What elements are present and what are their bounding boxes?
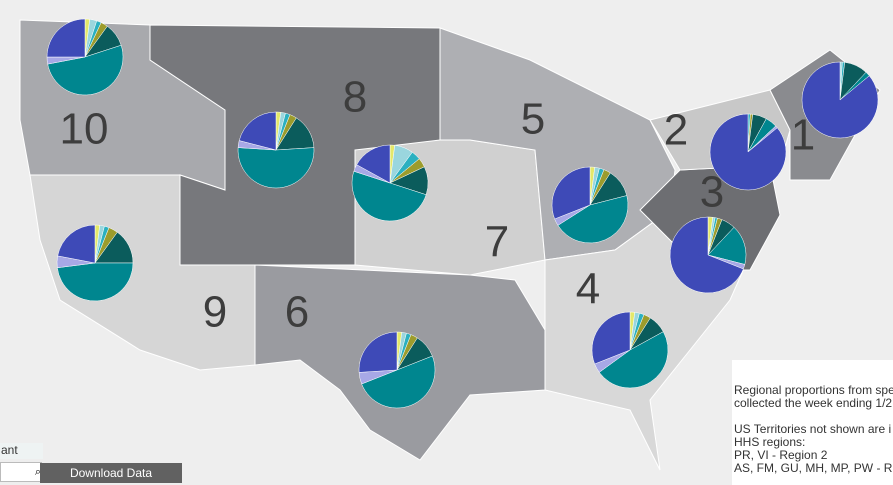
region-label: 7 bbox=[485, 218, 509, 267]
note-line: collected the week ending 1/2 bbox=[734, 396, 893, 410]
pie-slice bbox=[57, 224, 96, 264]
pie bbox=[56, 224, 134, 302]
region-label: 10 bbox=[60, 105, 109, 154]
pie-slice bbox=[238, 111, 277, 151]
pie-slice bbox=[237, 147, 315, 189]
search-box[interactable]: ⌕ bbox=[0, 462, 42, 482]
pie-slice bbox=[801, 61, 879, 139]
region-labels: 10 8 7 9 6 5 4 32 1 bbox=[60, 73, 816, 337]
pie-slice bbox=[709, 113, 787, 191]
pie bbox=[801, 61, 879, 139]
pie bbox=[709, 113, 787, 191]
region-label: 2 bbox=[664, 106, 688, 155]
pies bbox=[46, 18, 879, 409]
pie bbox=[237, 111, 315, 189]
pie-slice bbox=[47, 44, 124, 96]
note-line: PR, VI - Region 2 bbox=[734, 448, 828, 462]
pie-slice bbox=[356, 144, 391, 184]
pie-slice bbox=[46, 18, 86, 58]
region-label: 8 bbox=[343, 73, 367, 122]
pie bbox=[551, 166, 629, 244]
pie bbox=[591, 311, 669, 389]
region-label: 5 bbox=[521, 95, 545, 144]
note-line: Regional proportions from spe bbox=[734, 383, 893, 397]
pie bbox=[358, 331, 436, 409]
region-label: 4 bbox=[576, 265, 600, 314]
region-label: 6 bbox=[285, 288, 309, 337]
pie-slice bbox=[591, 311, 631, 365]
pie-slice bbox=[358, 331, 398, 373]
filter-label: ant bbox=[0, 443, 43, 459]
note-line: US Territories not shown are i bbox=[734, 422, 892, 436]
pie-slice bbox=[551, 166, 591, 220]
region-label: 1 bbox=[791, 111, 815, 160]
pie-slice bbox=[669, 216, 744, 294]
note-line: AS, FM, GU, MH, MP, PW - Re bbox=[734, 461, 893, 475]
download-button[interactable]: Download Data bbox=[40, 463, 182, 483]
pie bbox=[46, 18, 124, 96]
region-9 bbox=[29, 174, 256, 371]
pie bbox=[669, 216, 747, 294]
pie-slice bbox=[57, 262, 134, 302]
region-label: 3 bbox=[700, 168, 724, 217]
pie-slice bbox=[361, 355, 436, 409]
region-label: 9 bbox=[203, 288, 227, 337]
pie-slice bbox=[557, 195, 629, 244]
pie bbox=[351, 144, 429, 222]
pie-slice bbox=[351, 170, 427, 222]
note-line: HHS regions: bbox=[734, 435, 806, 449]
note-panel: Regional proportions from spe collected t… bbox=[732, 360, 893, 485]
pie-slice bbox=[598, 331, 669, 389]
